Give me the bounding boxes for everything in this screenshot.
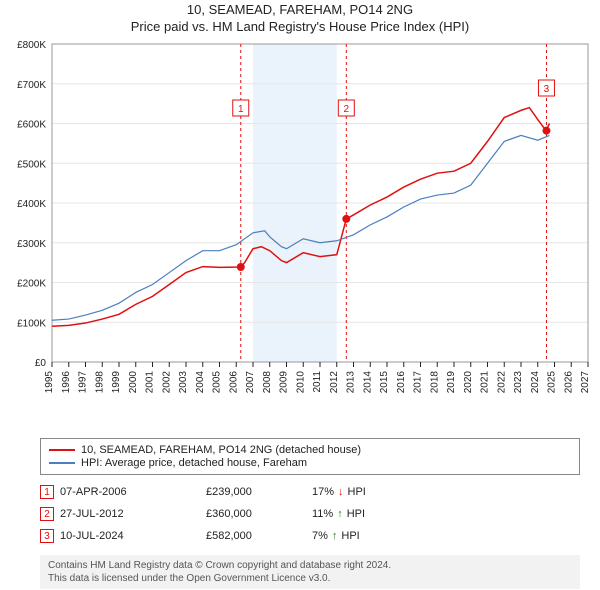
svg-text:1998: 1998 — [94, 371, 105, 394]
sale-delta-vs: HPI — [347, 508, 365, 520]
arrow-icon: ↑ — [332, 530, 338, 542]
legend-label: HPI: Average price, detached house, Fare… — [81, 457, 307, 469]
arrow-icon: ↓ — [338, 486, 344, 498]
sale-marker-icon: 2 — [40, 507, 54, 521]
svg-text:2014: 2014 — [362, 371, 373, 394]
sales-table: 1 07-APR-2006 £239,000 17% ↓ HPI 2 27-JU… — [40, 481, 580, 547]
svg-text:2024: 2024 — [530, 371, 541, 394]
svg-text:2007: 2007 — [245, 371, 256, 394]
sale-delta-vs: HPI — [348, 486, 366, 498]
sale-marker-num: 2 — [44, 509, 50, 520]
svg-text:1997: 1997 — [78, 371, 89, 394]
svg-text:2000: 2000 — [128, 371, 139, 394]
legend-swatch — [49, 462, 75, 464]
sale-delta: 17% ↓ HPI — [312, 486, 412, 498]
svg-text:2002: 2002 — [161, 371, 172, 394]
svg-text:1995: 1995 — [44, 371, 55, 394]
table-row: 3 10-JUL-2024 £582,000 7% ↑ HPI — [40, 525, 580, 547]
svg-text:2016: 2016 — [396, 371, 407, 394]
svg-text:2020: 2020 — [463, 371, 474, 394]
price-chart: £0 £100K £200K £300K £400K £500K £600K £700K £80… — [0, 34, 600, 434]
svg-text:2018: 2018 — [429, 371, 440, 394]
svg-text:£700K: £700K — [17, 80, 46, 91]
table-row: 2 27-JUL-2012 £360,000 11% ↑ HPI — [40, 503, 580, 525]
svg-text:2: 2 — [344, 104, 350, 115]
svg-text:2015: 2015 — [379, 371, 390, 394]
sale-delta: 11% ↑ HPI — [312, 508, 412, 520]
svg-text:1999: 1999 — [111, 371, 122, 394]
svg-text:2027: 2027 — [580, 371, 591, 394]
svg-text:£100K: £100K — [17, 318, 46, 329]
sale-marker-num: 3 — [44, 531, 50, 542]
footer-line: This data is licensed under the Open Gov… — [48, 572, 572, 585]
svg-text:2009: 2009 — [279, 371, 290, 394]
sale-marker-icon: 1 — [40, 485, 54, 499]
svg-text:2012: 2012 — [329, 371, 340, 394]
svg-text:2021: 2021 — [480, 371, 491, 394]
sale-marker-icon: 3 — [40, 529, 54, 543]
svg-text:£400K: £400K — [17, 199, 46, 210]
svg-text:2023: 2023 — [513, 371, 524, 394]
svg-text:2004: 2004 — [195, 371, 206, 394]
footer-line: Contains HM Land Registry data © Crown c… — [48, 559, 572, 572]
svg-text:£500K: £500K — [17, 159, 46, 170]
svg-text:1996: 1996 — [61, 371, 72, 394]
legend-swatch — [49, 449, 75, 451]
svg-text:2026: 2026 — [563, 371, 574, 394]
sale-date: 10-JUL-2024 — [60, 530, 200, 542]
legend-item: 10, SEAMEAD, FAREHAM, PO14 2NG (detached… — [49, 444, 571, 456]
sale-delta-pct: 17% — [312, 486, 334, 498]
svg-text:2019: 2019 — [446, 371, 457, 394]
svg-text:2011: 2011 — [312, 371, 323, 393]
svg-text:2022: 2022 — [496, 371, 507, 394]
page-title-sub: Price paid vs. HM Land Registry's House … — [0, 19, 600, 34]
legend-item: HPI: Average price, detached house, Fare… — [49, 457, 571, 469]
legend-label: 10, SEAMEAD, FAREHAM, PO14 2NG (detached… — [81, 444, 361, 456]
sale-price: £582,000 — [206, 530, 306, 542]
sale-delta-pct: 11% — [312, 508, 333, 520]
svg-text:2003: 2003 — [178, 371, 189, 394]
svg-text:2017: 2017 — [413, 371, 424, 394]
svg-text:2010: 2010 — [295, 371, 306, 394]
arrow-icon: ↑ — [337, 508, 343, 520]
sale-delta: 7% ↑ HPI — [312, 530, 412, 542]
svg-text:£0: £0 — [35, 358, 47, 369]
svg-text:2005: 2005 — [212, 371, 223, 394]
svg-text:£300K: £300K — [17, 239, 46, 250]
svg-text:2001: 2001 — [145, 371, 156, 394]
sale-delta-pct: 7% — [312, 530, 328, 542]
sale-date: 07-APR-2006 — [60, 486, 200, 498]
sale-marker-num: 1 — [44, 487, 50, 498]
svg-text:2013: 2013 — [346, 371, 357, 394]
attribution-footer: Contains HM Land Registry data © Crown c… — [40, 555, 580, 589]
svg-text:2025: 2025 — [547, 371, 558, 394]
page-title-address: 10, SEAMEAD, FAREHAM, PO14 2NG — [0, 2, 600, 17]
svg-text:2008: 2008 — [262, 371, 273, 394]
legend: 10, SEAMEAD, FAREHAM, PO14 2NG (detached… — [40, 438, 580, 475]
svg-text:£800K: £800K — [17, 40, 46, 51]
sale-price: £239,000 — [206, 486, 306, 498]
table-row: 1 07-APR-2006 £239,000 17% ↓ HPI — [40, 481, 580, 503]
sale-price: £360,000 — [206, 508, 306, 520]
svg-text:£200K: £200K — [17, 279, 46, 290]
sale-delta-vs: HPI — [341, 530, 359, 542]
svg-text:3: 3 — [544, 84, 550, 95]
sale-date: 27-JUL-2012 — [60, 508, 200, 520]
svg-text:2006: 2006 — [228, 371, 239, 394]
svg-text:1: 1 — [238, 104, 244, 115]
svg-text:£600K: £600K — [17, 120, 46, 131]
